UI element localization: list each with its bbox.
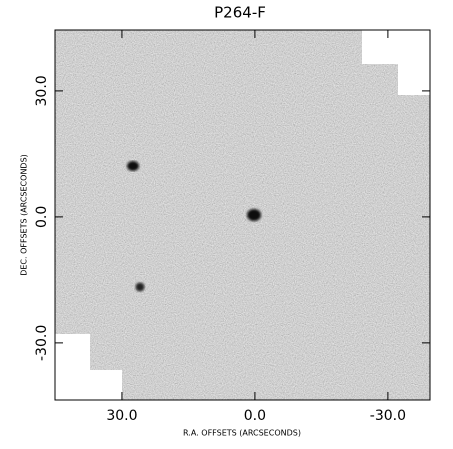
mask — [55, 370, 122, 400]
chart-title: P264-F — [214, 4, 266, 22]
image — [55, 30, 430, 400]
frame — [54, 29, 431, 401]
x-tick-label: 30.0 — [106, 408, 137, 424]
y-axis-label: DEC. OFFSETS (ARCSECONDS) — [20, 154, 29, 276]
x-axis-label: R.A. OFFSETS (ARCSECONDS) — [183, 429, 301, 438]
y-tick-label: 30.0 — [34, 75, 50, 106]
source — [247, 209, 261, 221]
x-tick-label: 0.0 — [244, 408, 266, 424]
x-tick-label: -30.0 — [370, 408, 406, 424]
y-tick-label: -30.0 — [34, 325, 50, 361]
noise-field — [55, 30, 430, 400]
mask — [398, 30, 430, 95]
y-tick-label: 0.0 — [34, 206, 50, 228]
source — [135, 282, 145, 292]
source — [127, 161, 139, 171]
